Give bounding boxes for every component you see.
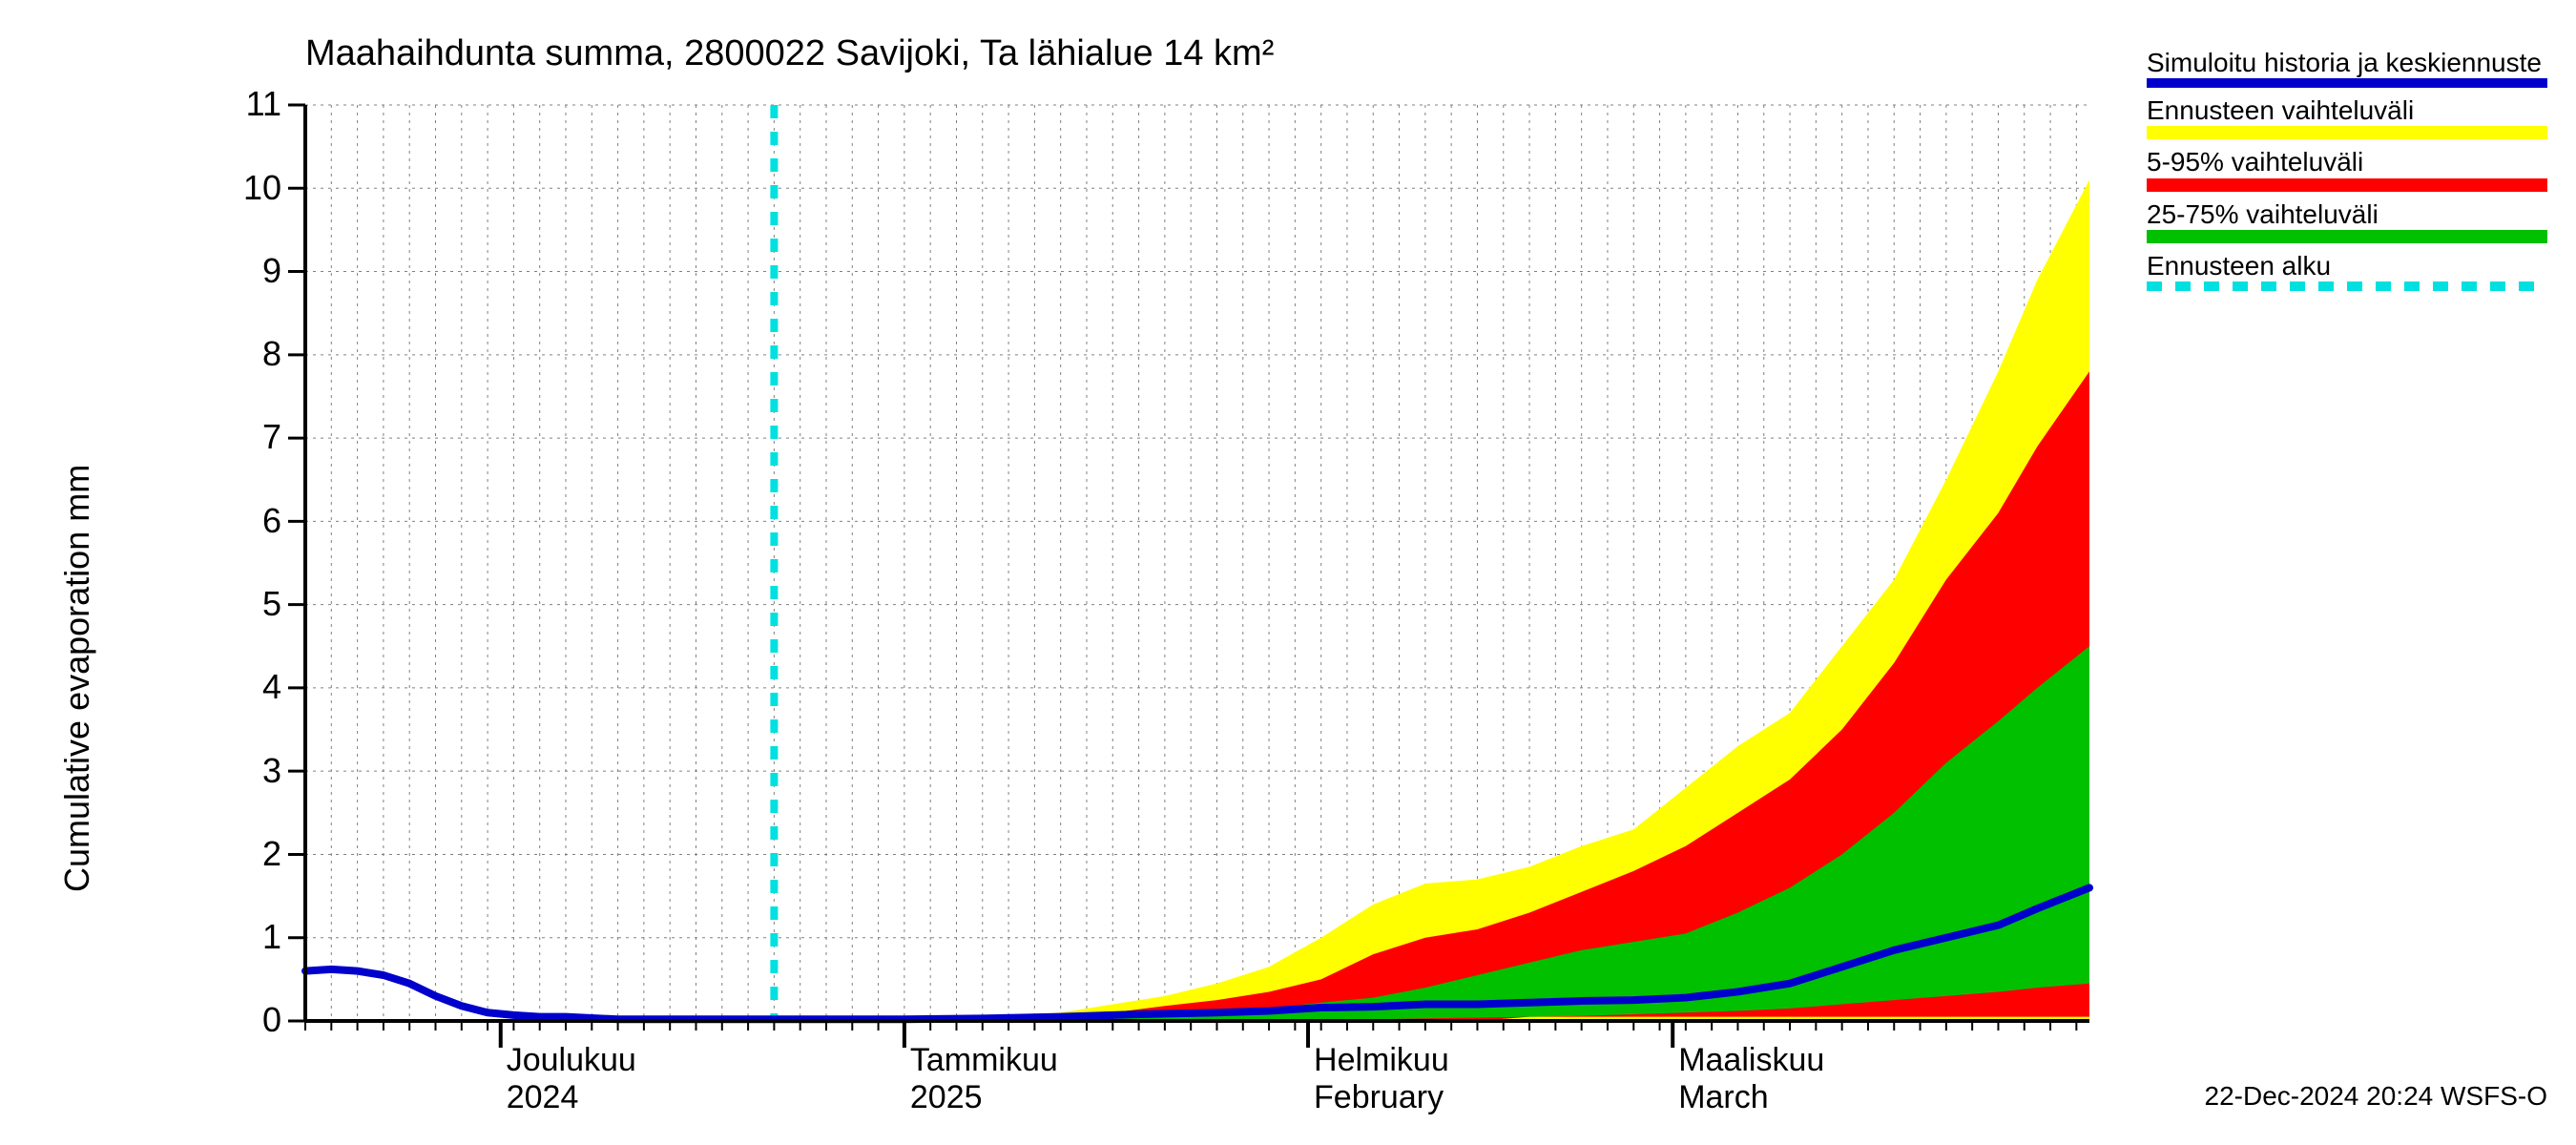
legend-entry: Ennusteen alku [2147, 251, 2547, 291]
legend-swatch [2147, 230, 2547, 243]
x-tick-bottom: February [1314, 1079, 1449, 1116]
x-tick-top: Joulukuu [507, 1042, 636, 1079]
legend-swatch [2147, 281, 2547, 291]
legend-label: 25-75% vaihteluväli [2147, 199, 2547, 230]
x-tick-top: Helmikuu [1314, 1042, 1449, 1079]
x-tick-label: HelmikuuFebruary [1314, 1042, 1449, 1116]
x-tick-bottom: March [1678, 1079, 1824, 1116]
legend-swatch [2147, 126, 2547, 139]
x-tick-bottom: 2024 [507, 1079, 636, 1116]
x-tick-bottom: 2025 [910, 1079, 1058, 1116]
x-tick-label: Joulukuu2024 [507, 1042, 636, 1116]
y-tick-label: 6 [191, 501, 281, 541]
y-tick-label: 5 [191, 584, 281, 624]
y-tick-label: 1 [191, 917, 281, 957]
chart-container: Maahaihdunta summa, 2800022 Savijoki, Ta… [0, 0, 2576, 1145]
legend-label: Simuloitu historia ja keskiennuste [2147, 48, 2547, 78]
x-tick-label: MaaliskuuMarch [1678, 1042, 1824, 1116]
x-tick-top: Maaliskuu [1678, 1042, 1824, 1079]
x-tick-top: Tammikuu [910, 1042, 1058, 1079]
y-tick-label: 9 [191, 251, 281, 291]
y-tick-label: 2 [191, 834, 281, 874]
legend-swatch [2147, 78, 2547, 88]
y-tick-label: 8 [191, 334, 281, 374]
y-tick-label: 4 [191, 667, 281, 707]
legend-label: Ennusteen vaihteluväli [2147, 95, 2547, 126]
footer-timestamp: 22-Dec-2024 20:24 WSFS-O [2205, 1081, 2548, 1112]
legend-entry: Simuloitu historia ja keskiennuste [2147, 48, 2547, 88]
legend-label: Ennusteen alku [2147, 251, 2547, 281]
legend: Simuloitu historia ja keskiennuste Ennust… [2147, 48, 2547, 299]
y-tick-label: 7 [191, 417, 281, 457]
legend-entry: Ennusteen vaihteluväli [2147, 95, 2547, 139]
legend-swatch [2147, 178, 2547, 192]
y-tick-label: 0 [191, 1000, 281, 1040]
legend-entry: 5-95% vaihteluväli [2147, 147, 2547, 191]
legend-entry: 25-75% vaihteluväli [2147, 199, 2547, 243]
y-tick-label: 11 [191, 84, 281, 124]
y-tick-label: 10 [191, 168, 281, 208]
x-tick-label: Tammikuu2025 [910, 1042, 1058, 1116]
y-tick-label: 3 [191, 751, 281, 791]
legend-label: 5-95% vaihteluväli [2147, 147, 2547, 177]
